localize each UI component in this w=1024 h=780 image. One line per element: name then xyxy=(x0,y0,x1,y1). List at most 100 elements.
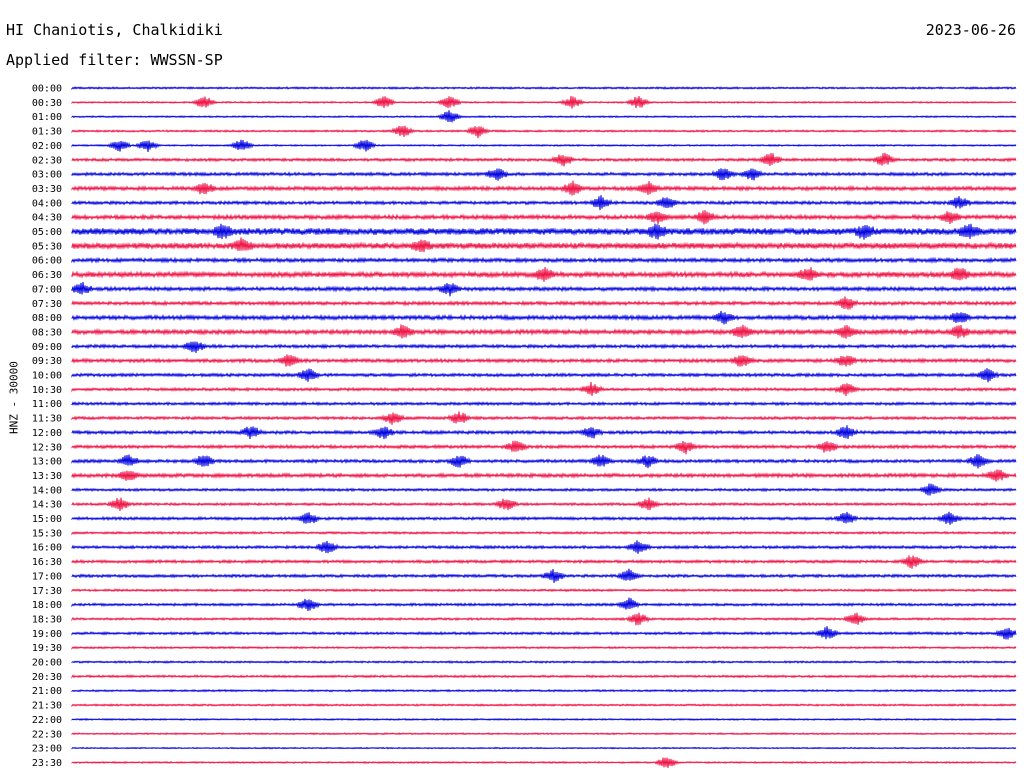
time-row-label: 21:00 xyxy=(32,686,62,697)
time-row-label: 08:00 xyxy=(32,313,62,324)
time-row-label: 22:00 xyxy=(32,715,62,726)
trace-line xyxy=(71,732,1017,736)
trace-line xyxy=(71,110,1017,123)
time-row-label: 22:30 xyxy=(32,729,62,740)
time-row-label: 00:30 xyxy=(32,98,62,109)
trace-line xyxy=(71,152,1017,167)
time-row-label: 10:30 xyxy=(32,385,62,396)
time-row-label: 14:30 xyxy=(32,500,62,511)
trace-line xyxy=(71,324,1017,339)
time-row-label: 23:30 xyxy=(32,758,62,769)
trace-line xyxy=(71,540,1017,554)
time-row-label: 04:30 xyxy=(32,213,62,224)
trace-line xyxy=(71,483,1017,496)
time-row-label: 05:30 xyxy=(32,241,62,252)
trace-line xyxy=(71,210,1017,225)
trace-line xyxy=(71,568,1017,583)
time-row-label: 02:30 xyxy=(32,155,62,166)
time-row-label: 21:30 xyxy=(32,701,62,712)
trace-line xyxy=(71,195,1017,211)
time-row-label: 13:00 xyxy=(32,457,62,468)
trace-line xyxy=(71,440,1017,455)
time-row-label: 23:00 xyxy=(32,744,62,755)
time-row-label: 01:00 xyxy=(32,112,62,123)
time-row-label: 00:00 xyxy=(32,84,62,95)
time-row-label: 14:00 xyxy=(32,485,62,496)
time-row-label: 04:00 xyxy=(32,198,62,209)
time-row-label: 12:00 xyxy=(32,428,62,439)
time-row-label: 18:00 xyxy=(32,600,62,611)
trace-line xyxy=(71,223,1017,240)
trace-line xyxy=(71,381,1017,397)
date-label: 2023-06-26 xyxy=(925,21,1016,39)
time-row-label: 11:30 xyxy=(32,414,62,425)
trace-line xyxy=(71,588,1017,593)
trace-line xyxy=(71,425,1017,440)
time-row-label: 01:30 xyxy=(32,127,62,138)
trace-line xyxy=(71,180,1017,196)
time-row-label: 19:00 xyxy=(32,629,62,640)
trace-line xyxy=(71,530,1017,536)
time-row-label: 06:00 xyxy=(32,256,62,267)
trace-line xyxy=(71,660,1017,664)
trace-line xyxy=(71,256,1017,264)
time-row-label: 03:00 xyxy=(32,170,62,181)
trace-line xyxy=(71,237,1017,253)
trace-line xyxy=(71,281,1017,297)
trace-line xyxy=(71,626,1017,640)
time-row-label: 16:30 xyxy=(32,557,62,568)
time-row-label: 02:00 xyxy=(32,141,62,152)
trace-line xyxy=(71,86,1017,91)
trace-line xyxy=(71,411,1017,425)
trace-line xyxy=(71,703,1017,708)
time-row-label: 08:30 xyxy=(32,327,62,338)
trace-line xyxy=(71,469,1017,482)
time-row-label: 20:30 xyxy=(32,672,62,683)
trace-line xyxy=(71,674,1017,679)
trace-line xyxy=(71,266,1017,282)
trace-line xyxy=(71,368,1017,383)
time-row-label: 18:30 xyxy=(32,614,62,625)
trace-line xyxy=(71,125,1017,139)
time-row-label: 13:30 xyxy=(32,471,62,482)
time-row-label: 03:30 xyxy=(32,184,62,195)
trace-line xyxy=(71,597,1017,612)
time-row-label: 17:00 xyxy=(32,571,62,582)
time-row-label: 11:00 xyxy=(32,399,62,410)
trace-line xyxy=(71,688,1017,693)
trace-line xyxy=(71,497,1017,512)
trace-line xyxy=(71,296,1017,310)
time-row-label: 19:30 xyxy=(32,643,62,654)
time-row-label: 10:00 xyxy=(32,371,62,382)
trace-line xyxy=(71,168,1017,181)
trace-line xyxy=(71,717,1017,721)
time-row-label: 16:00 xyxy=(32,543,62,554)
trace-line xyxy=(71,401,1017,407)
trace-line xyxy=(71,511,1017,525)
time-row-label: 15:00 xyxy=(32,514,62,525)
filter-label: Applied filter: WWSSN-SP xyxy=(6,51,223,69)
time-row-label: 05:00 xyxy=(32,227,62,238)
time-row-label: 09:30 xyxy=(32,356,62,367)
trace-line xyxy=(71,354,1017,367)
time-row-label: 09:00 xyxy=(32,342,62,353)
station-title: HI Chaniotis, Chalkidiki xyxy=(6,21,223,39)
trace-line xyxy=(71,612,1017,626)
time-row-label: 06:30 xyxy=(32,270,62,281)
trace-line xyxy=(71,454,1017,469)
trace-line xyxy=(71,645,1017,650)
trace-line xyxy=(71,95,1017,109)
trace-line xyxy=(71,555,1017,569)
time-row-label: 20:00 xyxy=(32,658,62,669)
trace-line xyxy=(71,310,1017,325)
trace-line xyxy=(71,757,1017,769)
time-row-label: 12:30 xyxy=(32,442,62,453)
trace-line xyxy=(71,746,1017,750)
trace-line xyxy=(71,341,1017,354)
time-row-label: 07:00 xyxy=(32,284,62,295)
time-row-label: 07:30 xyxy=(32,299,62,310)
time-row-label: 17:30 xyxy=(32,586,62,597)
time-row-label: 15:30 xyxy=(32,528,62,539)
